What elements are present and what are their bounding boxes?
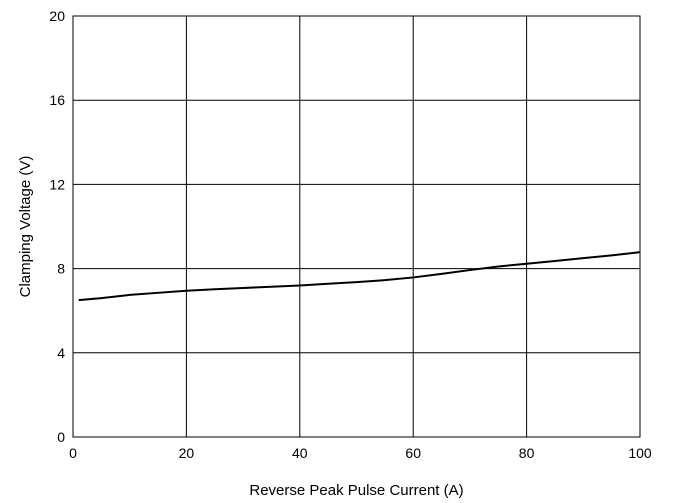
- y-tick-label: 12: [49, 176, 65, 192]
- x-tick-label: 20: [179, 445, 195, 461]
- y-tick-label: 8: [57, 261, 65, 277]
- y-tick-label: 0: [57, 429, 65, 445]
- grid: [73, 16, 640, 437]
- x-axis-ticks: 0 20 40 60 80 100: [69, 445, 652, 461]
- x-tick-label: 60: [405, 445, 421, 461]
- x-tick-label: 100: [628, 445, 652, 461]
- y-axis-ticks: 0 4 8 12 16 20: [49, 8, 65, 445]
- plot-frame: [72, 15, 641, 438]
- y-tick-label: 20: [49, 8, 65, 24]
- series-layer: [78, 251, 641, 302]
- x-axis-title: Reverse Peak Pulse Current (A): [249, 482, 463, 499]
- y-tick-label: 16: [49, 92, 65, 108]
- x-tick-label: 80: [519, 445, 535, 461]
- y-tick-label: 4: [57, 345, 65, 361]
- x-tick-label: 40: [292, 445, 308, 461]
- series-line-1: [78, 251, 641, 302]
- y-axis-title: Clamping Voltage (V): [17, 156, 34, 298]
- x-tick-label: 0: [69, 445, 77, 461]
